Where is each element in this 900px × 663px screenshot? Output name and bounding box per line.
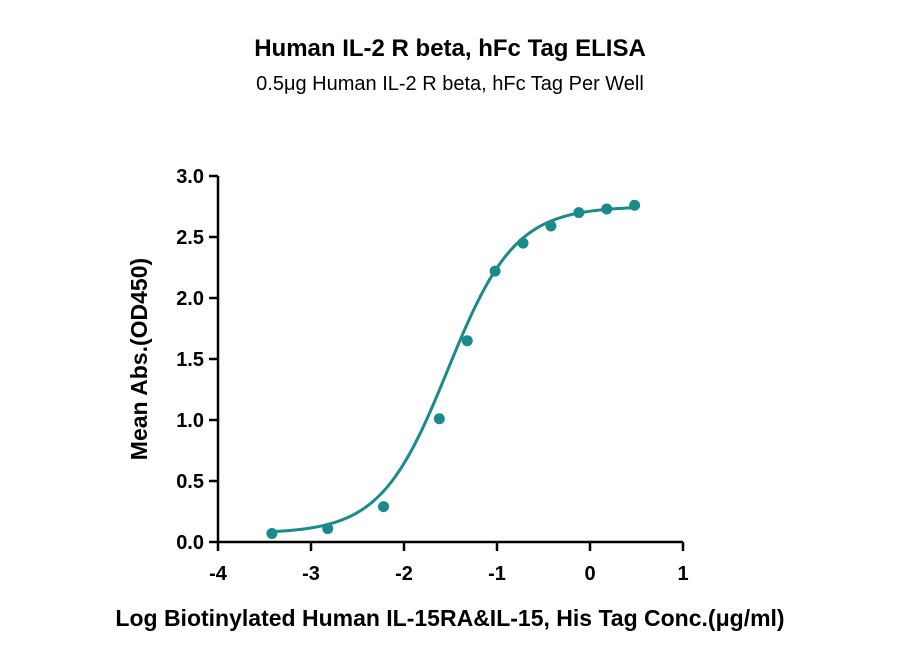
x-tick-label: -2	[395, 563, 413, 585]
y-tick-label: 1.5	[176, 349, 204, 371]
y-tick-label: 0.5	[176, 471, 204, 493]
x-axis-label: Log Biotinylated Human IL-15RA&IL-15, Hi…	[115, 605, 784, 631]
plot-area	[266, 199, 641, 539]
x-tick-label: -4	[209, 563, 228, 585]
data-point	[461, 335, 473, 347]
data-point	[266, 527, 278, 539]
data-point	[489, 265, 501, 277]
data-point	[433, 413, 445, 425]
y-tick-label: 2.0	[176, 288, 204, 310]
chart-subtitle: 0.5μg Human IL-2 R beta, hFc Tag Per Wel…	[256, 73, 644, 95]
data-point	[573, 207, 585, 219]
data-point	[545, 220, 557, 232]
x-tick-label: 0	[584, 563, 595, 585]
axes: 0.0 0.5 1.0 1.5 2.0 2.5 3.0 -4 -3 -2 -1 0 1	[176, 166, 688, 585]
y-tick-label: 0.0	[176, 532, 204, 554]
data-point	[517, 237, 529, 249]
x-tick-label: -3	[302, 563, 320, 585]
fit-curve	[271, 206, 635, 534]
x-tick-label: -1	[488, 563, 506, 585]
data-point	[322, 523, 334, 535]
data-point	[629, 199, 641, 211]
y-tick-label: 1.0	[176, 410, 204, 432]
data-point	[601, 203, 613, 215]
x-tick-label: 1	[677, 563, 688, 585]
y-axis-label: Mean Abs.(OD450)	[126, 258, 152, 460]
chart-title: Human IL-2 R beta, hFc Tag ELISA	[254, 35, 646, 62]
data-point	[378, 501, 390, 513]
y-tick-label: 3.0	[176, 166, 204, 188]
y-tick-label: 2.5	[176, 227, 204, 249]
